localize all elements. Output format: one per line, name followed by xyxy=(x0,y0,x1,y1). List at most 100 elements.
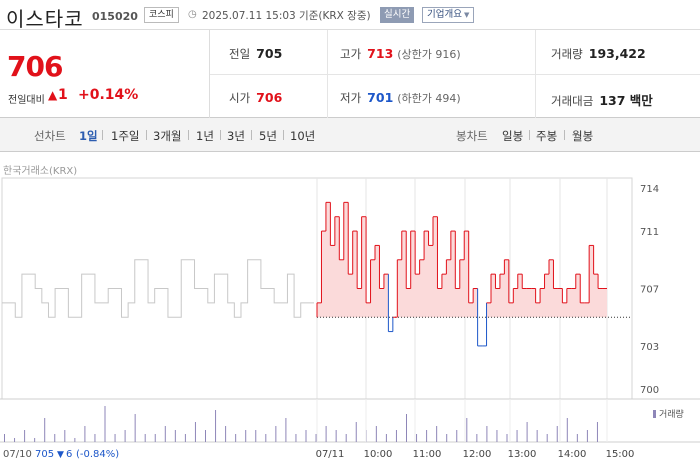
volume-bar xyxy=(235,434,237,442)
low-price: 저가 701 (하한가 494) xyxy=(340,90,461,106)
volume-bar xyxy=(436,426,438,442)
price-chart[interactable]: 700 703 707 711 714 거래량 07/11 10:00 11:00 12:00 13… xyxy=(0,152,700,465)
open-label: 시가 xyxy=(229,91,251,105)
high-price: 고가 713 (상한가 916) xyxy=(340,46,461,62)
period-divider xyxy=(146,130,147,140)
price-chart-area: 한국거래소(KRX) 700 703 707 711 714 거래량 07/11 10:00 1… xyxy=(0,152,700,465)
company-info-label: 기업개요 xyxy=(427,9,462,20)
volume-bar xyxy=(506,434,508,442)
up-triangle-icon: ▲ xyxy=(48,88,58,102)
volume-bar xyxy=(215,410,217,442)
high-label: 고가 xyxy=(340,47,362,61)
volume-bar xyxy=(395,430,397,442)
summary-row-divider xyxy=(210,74,700,75)
y-tick-label: 700 xyxy=(640,385,659,396)
x-tick-label: 10:00 xyxy=(364,449,393,460)
volume-bar xyxy=(526,422,528,442)
volume-bar xyxy=(355,422,357,442)
volume-bar xyxy=(546,434,548,442)
stock-header: 이스타코 015020 코스피 ◷ 2025.07.11 15:03 기준(KR… xyxy=(0,0,700,31)
volume-bar xyxy=(305,430,307,442)
volume-value: 193,422 xyxy=(588,46,646,61)
prev-day-price: 705 xyxy=(35,449,54,460)
volume-bar xyxy=(54,434,56,442)
volume-bar xyxy=(285,418,287,442)
volume-bar xyxy=(184,434,186,442)
volume-bar xyxy=(265,434,267,442)
volume-bar xyxy=(34,438,36,442)
volume-bar xyxy=(516,430,518,442)
volume-bar xyxy=(315,434,317,442)
period-divider xyxy=(188,130,189,140)
period-3m[interactable]: 3개월 xyxy=(153,129,182,143)
volume-bar xyxy=(576,434,578,442)
period-1d[interactable]: 1일 xyxy=(79,129,98,143)
volume-bar xyxy=(406,414,407,442)
candle-daily[interactable]: 일봉 xyxy=(502,129,524,143)
period-10y[interactable]: 10년 xyxy=(290,129,316,143)
change-value: 1 xyxy=(58,87,68,103)
volume-bar xyxy=(124,430,126,442)
candle-weekly[interactable]: 주봉 xyxy=(536,129,558,143)
volume-bar xyxy=(446,434,448,442)
company-info-button[interactable]: 기업개요 ▼ xyxy=(422,7,475,23)
volume-label: 거래량 xyxy=(551,47,583,61)
period-3y[interactable]: 3년 xyxy=(227,129,245,143)
x-tick-label: 12:00 xyxy=(463,449,492,460)
volume-bar xyxy=(205,430,206,442)
volume-bar xyxy=(194,422,196,442)
realtime-button[interactable]: 실시간 xyxy=(380,7,415,23)
x-tick-label: 07/11 xyxy=(316,449,345,460)
chart-period-bar: 선차트 1일 1주일 3개월 1년 3년 5년 10년 봉차트 일봉 주봉 월봉 xyxy=(0,118,700,152)
y-tick-label: 714 xyxy=(640,184,659,195)
volume-bar xyxy=(24,430,26,442)
quote-summary: 706 전일대비 ▲ 1 +0.14% 전일 705 고가 713 (상한가 916)… xyxy=(0,30,700,118)
volume-bar xyxy=(486,426,488,442)
volume-bar xyxy=(325,426,327,442)
candle-monthly[interactable]: 월봉 xyxy=(572,129,594,143)
prev-day-pct: (-0.84%) xyxy=(76,449,119,460)
volume-bar xyxy=(385,434,387,442)
x-tick-label: 13:00 xyxy=(508,449,537,460)
volume-bar xyxy=(556,426,558,442)
period-divider xyxy=(529,130,530,140)
volume-legend-label: 거래량 xyxy=(659,408,684,420)
change-label: 전일대비 xyxy=(8,95,45,106)
prev-close: 전일 705 xyxy=(229,46,282,62)
volume-bar xyxy=(275,426,277,442)
volume-bar xyxy=(84,426,86,442)
price-box: 706 전일대비 ▲ 1 +0.14% xyxy=(0,30,210,118)
period-divider xyxy=(251,130,252,140)
high-value: 713 xyxy=(367,46,394,61)
volume-bar xyxy=(335,430,337,442)
amount-label: 거래대금 xyxy=(551,94,594,108)
stock-name: 이스타코 xyxy=(6,7,84,31)
volume-legend-swatch xyxy=(653,410,656,418)
volume-bar xyxy=(476,434,478,442)
volume-bar xyxy=(466,418,468,442)
period-1w[interactable]: 1주일 xyxy=(111,129,140,143)
prev-day-change: 6 xyxy=(66,449,72,460)
volume: 거래량 193,422 xyxy=(551,46,646,62)
stock-code: 015020 xyxy=(92,10,138,23)
volume-bar xyxy=(225,426,227,442)
volume-bar xyxy=(164,426,166,442)
quote-datetime: 2025.07.11 15:03 기준(KRX 장중) xyxy=(202,10,371,22)
current-price: 706 xyxy=(7,50,63,83)
volume-bar xyxy=(496,430,498,442)
clock-icon: ◷ xyxy=(188,9,197,20)
volume-bar xyxy=(74,438,76,442)
volume-bar xyxy=(154,434,156,442)
volume-bar xyxy=(44,418,46,442)
caret-down-icon: ▼ xyxy=(463,11,470,19)
prev-close-value: 705 xyxy=(256,46,283,61)
volume-bar xyxy=(94,434,96,442)
open-value: 706 xyxy=(256,90,283,105)
period-5y[interactable]: 5년 xyxy=(259,129,277,143)
period-1y[interactable]: 1년 xyxy=(196,129,214,143)
period-divider xyxy=(102,130,103,140)
volume-bar xyxy=(4,434,5,442)
volume-bar xyxy=(134,414,136,442)
upper-limit: (상한가 916) xyxy=(397,48,461,61)
x-tick-label: 14:00 xyxy=(558,449,587,460)
